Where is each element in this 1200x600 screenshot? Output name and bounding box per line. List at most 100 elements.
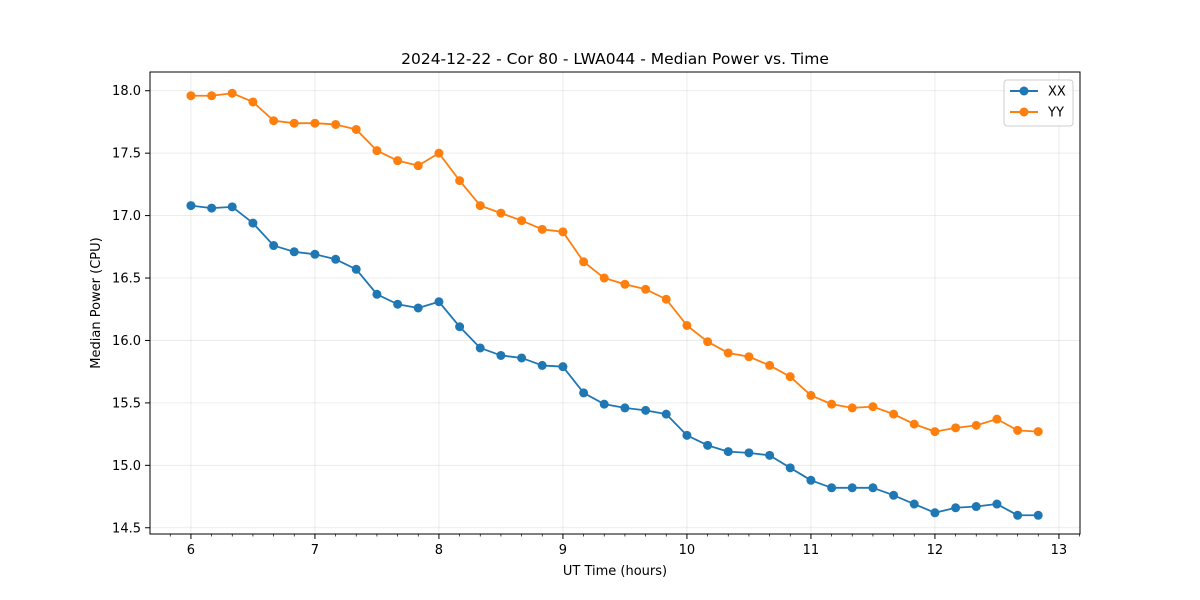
legend-label-yy: YY <box>1047 106 1064 121</box>
data-point-xx <box>455 322 465 332</box>
y-axis-label: Median Power (CPU) <box>89 237 104 368</box>
y-tick-label: 15.5 <box>112 396 141 411</box>
data-point-yy <box>992 414 1002 424</box>
data-point-xx <box>579 388 589 398</box>
data-point-yy <box>227 88 237 98</box>
data-point-xx <box>351 264 361 274</box>
data-point-xx <box>620 403 630 413</box>
y-tick-label: 17.0 <box>112 209 141 224</box>
x-axis: 6 7 8 9 10 11 12 13 <box>169 534 1080 558</box>
x-tick-label: 9 <box>559 543 567 558</box>
data-point-yy <box>310 118 320 128</box>
x-tick-label: 8 <box>435 543 443 558</box>
data-point-yy <box>889 409 899 419</box>
data-point-xx <box>951 503 961 513</box>
data-point-yy <box>289 118 299 128</box>
x-axis-label: UT Time (hours) <box>563 564 667 579</box>
data-point-yy <box>372 146 382 156</box>
data-point-xx <box>661 409 671 419</box>
data-point-xx <box>1033 510 1043 520</box>
legend-label-xx: XX <box>1048 85 1066 100</box>
data-point-yy <box>868 402 878 412</box>
data-point-yy <box>248 97 258 107</box>
data-point-yy <box>703 337 713 347</box>
data-point-xx <box>806 475 816 485</box>
data-point-xx <box>930 508 940 518</box>
data-point-yy <box>496 208 506 218</box>
data-point-yy <box>641 284 651 294</box>
data-point-xx <box>682 430 692 440</box>
legend-marker-xx <box>1019 86 1029 96</box>
data-point-yy <box>971 420 981 430</box>
data-point-xx <box>868 483 878 493</box>
y-tick-label: 16.0 <box>112 334 141 349</box>
data-point-xx <box>992 499 1002 509</box>
data-point-yy <box>909 419 919 429</box>
data-point-yy <box>455 176 465 186</box>
y-tick-label: 18.0 <box>112 84 141 99</box>
data-point-yy <box>806 390 816 400</box>
data-point-yy <box>765 360 775 370</box>
data-point-yy <box>475 201 485 211</box>
y-tick-label: 14.5 <box>112 521 141 536</box>
data-point-xx <box>641 405 651 415</box>
data-point-yy <box>723 348 733 358</box>
data-point-yy <box>558 227 568 237</box>
data-point-yy <box>434 148 444 158</box>
data-point-yy <box>1013 425 1023 435</box>
data-point-xx <box>599 399 609 409</box>
data-point-xx <box>847 483 857 493</box>
data-point-yy <box>269 116 279 126</box>
data-point-xx <box>496 350 506 360</box>
data-point-yy <box>579 257 589 267</box>
data-point-yy <box>744 352 754 362</box>
data-point-xx <box>207 203 217 213</box>
series-yy <box>186 88 1043 437</box>
data-point-xx <box>827 483 837 493</box>
data-point-xx <box>434 297 444 307</box>
data-point-xx <box>971 502 981 512</box>
data-point-xx <box>269 241 279 251</box>
y-tick-label: 16.5 <box>112 272 141 287</box>
y-tick-label: 15.0 <box>112 459 141 474</box>
x-tick-label: 13 <box>1051 543 1068 558</box>
data-point-xx <box>248 218 258 228</box>
x-tick-label: 10 <box>679 543 696 558</box>
data-point-yy <box>186 91 196 101</box>
data-point-yy <box>351 124 361 134</box>
data-point-yy <box>847 403 857 413</box>
data-point-yy <box>785 372 795 382</box>
data-point-yy <box>951 423 961 433</box>
data-point-xx <box>289 247 299 257</box>
data-point-xx <box>765 450 775 460</box>
data-point-xx <box>475 343 485 353</box>
data-point-yy <box>827 399 837 409</box>
data-point-xx <box>723 447 733 457</box>
data-point-xx <box>785 463 795 473</box>
y-tick-label: 17.5 <box>112 147 141 162</box>
data-point-xx <box>372 289 382 299</box>
data-point-yy <box>661 294 671 304</box>
data-point-yy <box>620 279 630 289</box>
data-point-xx <box>413 303 423 313</box>
data-point-xx <box>331 254 341 264</box>
x-tick-label: 11 <box>803 543 820 558</box>
data-point-yy <box>599 273 609 283</box>
plot-frame <box>149 71 1081 535</box>
series-layer <box>186 88 1043 520</box>
data-point-xx <box>310 249 320 259</box>
data-point-xx <box>1013 510 1023 520</box>
data-point-yy <box>930 427 940 437</box>
data-point-xx <box>517 353 527 363</box>
chart-title: 2024-12-22 - Cor 80 - LWA044 - Median Po… <box>401 50 829 68</box>
data-point-xx <box>703 440 713 450</box>
data-point-xx <box>889 490 899 500</box>
data-point-yy <box>537 224 547 234</box>
data-point-yy <box>1033 427 1043 437</box>
y-axis: 14.5 15.0 15.5 16.0 16.5 17.0 17.5 18.0 <box>112 84 150 536</box>
data-point-xx <box>537 360 547 370</box>
legend-marker-yy <box>1019 107 1029 117</box>
legend: XX YY <box>1003 79 1074 127</box>
